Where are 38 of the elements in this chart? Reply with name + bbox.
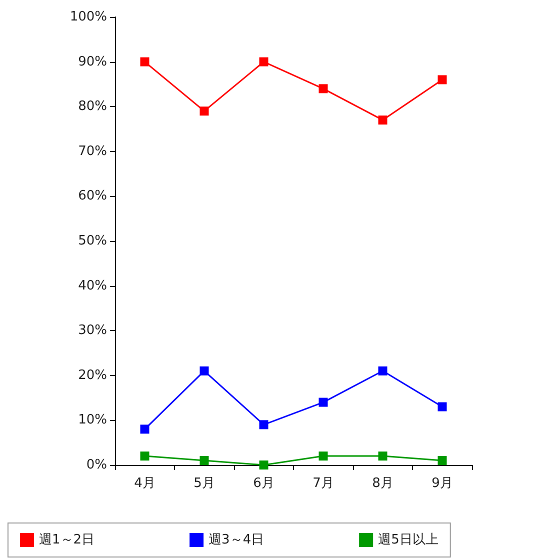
y-tick-label: 70% [78, 144, 107, 159]
point [259, 420, 268, 430]
point [438, 456, 447, 466]
y-tick-label: 0% [86, 458, 107, 472]
point [318, 84, 328, 94]
y-tick-label: 60% [78, 188, 107, 204]
y-tick-label: 10% [78, 412, 107, 428]
y-tick-label: 40% [78, 278, 107, 294]
point [318, 452, 328, 461]
x-tick-label: 8月 [372, 476, 394, 491]
point [378, 116, 388, 125]
point [259, 460, 268, 470]
y-tick-label: 100% [70, 10, 107, 24]
y-tick-label: 50% [78, 234, 107, 248]
point [140, 452, 150, 461]
point [140, 424, 150, 434]
x-tick-label: 5月 [194, 476, 215, 491]
point [318, 398, 328, 407]
point [378, 452, 388, 461]
y-tick-label: 80% [78, 99, 107, 114]
x-tick-label: 6月 [253, 476, 274, 491]
y-tick-label: 90% [78, 54, 107, 70]
legend-label: 週3～4日 [208, 532, 264, 548]
point [200, 106, 209, 116]
point [259, 57, 268, 66]
y-tick-label: 20% [78, 368, 107, 383]
point [378, 366, 388, 376]
point [438, 75, 447, 84]
legend-label: 週5日以上 [378, 532, 438, 548]
point [140, 57, 150, 66]
point [200, 456, 209, 466]
x-tick-label: 7月 [312, 476, 334, 491]
point [200, 366, 209, 376]
x-tick-label: 9月 [432, 476, 453, 491]
point [438, 402, 447, 412]
legend-label: 週1～2日 [39, 532, 95, 548]
x-tick-label: 4月 [134, 476, 156, 491]
y-tick-label: 30% [78, 323, 107, 338]
